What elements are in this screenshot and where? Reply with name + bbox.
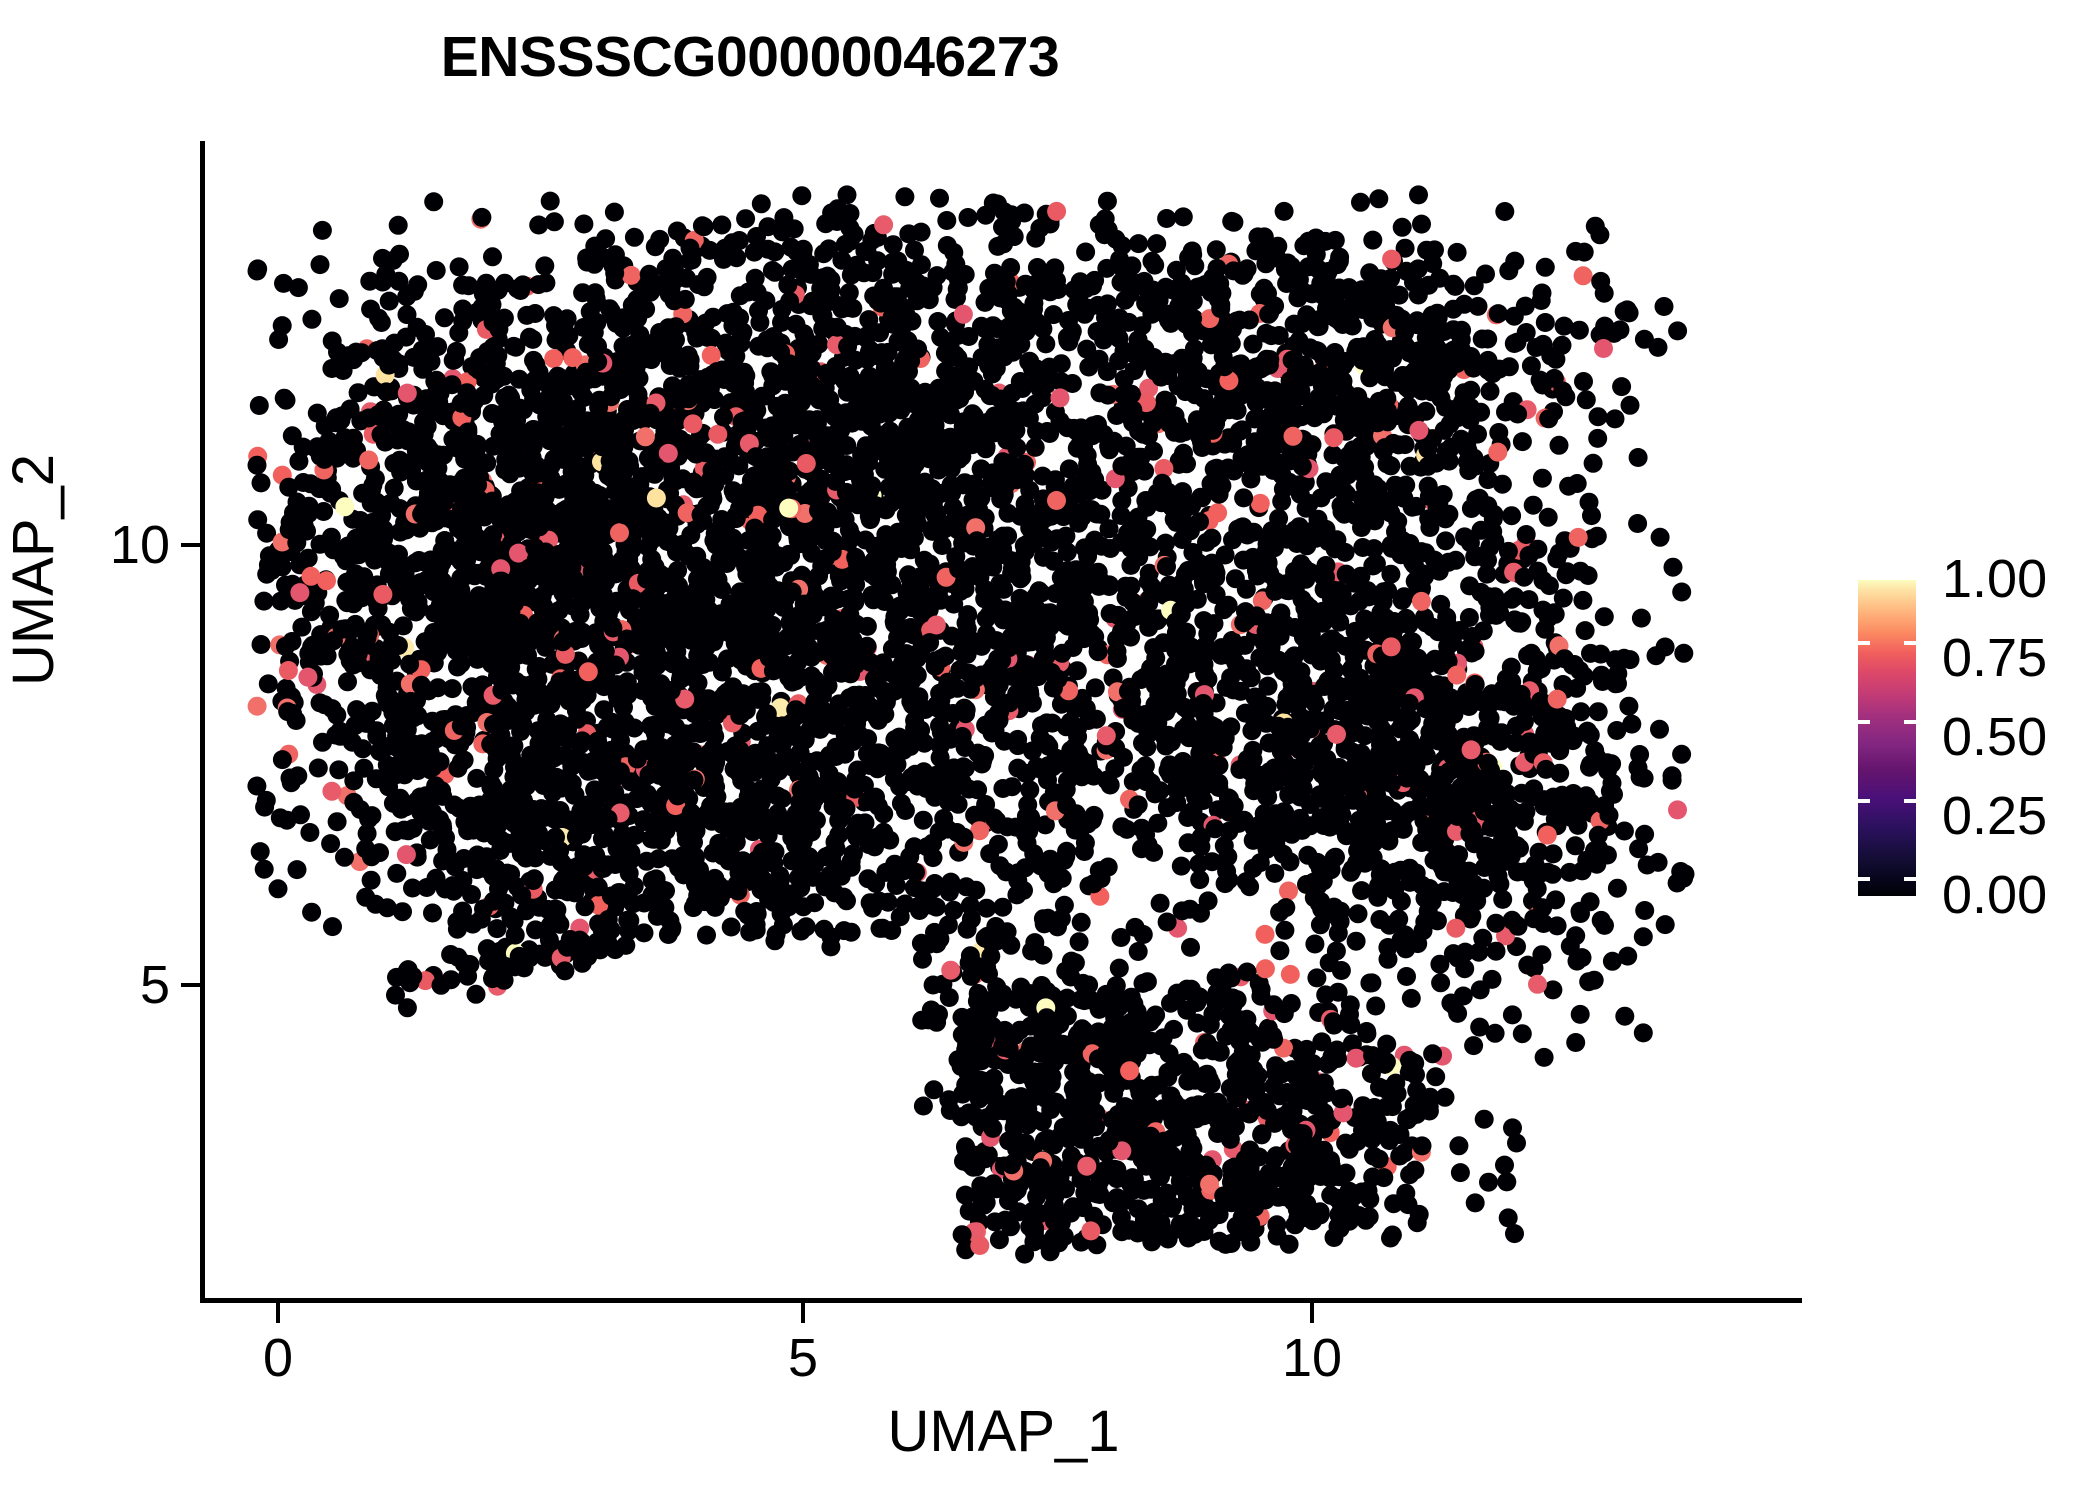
y-tick-5 [181,983,201,987]
x-tick-0 [276,1303,280,1323]
x-tick-10 [1310,1303,1314,1323]
colorbar-tick-1.00-right [1904,641,1916,645]
colorbar-tick-0.25-right [1904,877,1916,881]
colorbar-tick-0.75-left [1858,720,1870,724]
x-tick-label-0: 0 [262,1328,294,1388]
x-axis-label: UMAP_1 [887,1399,1120,1464]
colorbar-label-1.00: 1.00 [1942,549,2048,609]
y-axis-label-wrapper: UMAP_2 [0,0,67,1150]
colorbar-label-0.50: 0.50 [1942,707,2048,767]
y-axis-label: UMAP_2 [1,453,66,687]
colorbar-tick-1.00-left [1858,641,1870,645]
plot-panel [205,141,1802,1300]
colorbar-tick-0.50-left [1858,799,1870,803]
colorbar-gradient [1858,580,1916,896]
scatter-points [247,185,1695,1264]
colorbar-label-0.75: 0.75 [1942,628,2048,688]
colorbar-label-0.00: 0.00 [1942,865,2048,925]
colorbar-label-0.25: 0.25 [1942,786,2048,846]
x-tick-label-10: 10 [1281,1328,1343,1388]
colorbar-tick-0.75-right [1904,720,1916,724]
x-tick-label-5: 5 [787,1328,819,1388]
colorbar-tick-0.50-right [1904,799,1916,803]
y-tick-10 [181,543,201,547]
legend: 1.00 0.75 0.50 0.25 0.00 [1858,549,2088,925]
page-title: ENSSSCG00000046273 [440,25,1060,89]
colorbar-tick-0.25-left [1858,877,1870,881]
x-tick-5 [801,1303,805,1323]
